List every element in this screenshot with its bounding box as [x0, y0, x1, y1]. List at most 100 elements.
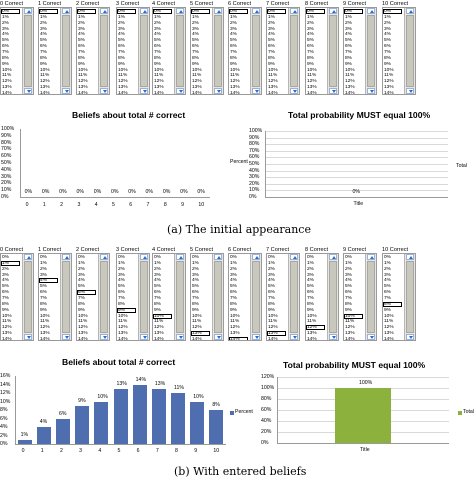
listbox-option-selected[interactable]: 0% [191, 9, 211, 15]
listbox-option[interactable]: 11% [78, 73, 88, 79]
listbox-option[interactable]: 7% [154, 50, 161, 56]
listbox-option[interactable]: 5% [192, 38, 199, 44]
listbox-option[interactable]: 10% [2, 313, 12, 319]
listbox-option[interactable]: 11% [384, 73, 394, 79]
listbox-scrollbar[interactable] [98, 8, 109, 94]
listbox-option[interactable]: 13% [307, 331, 317, 337]
listbox-option[interactable]: 11% [268, 319, 278, 325]
listbox-option[interactable]: 14% [307, 337, 317, 341]
listbox-option[interactable]: 6% [40, 44, 47, 50]
listbox-option[interactable]: 8% [2, 55, 9, 61]
listbox-option[interactable]: 11% [307, 319, 317, 325]
listbox-option[interactable]: 12% [268, 79, 278, 85]
scroll-thumb[interactable] [24, 261, 32, 333]
listbox-option[interactable]: 5% [118, 284, 125, 290]
listbox-option[interactable]: 7% [118, 50, 125, 56]
listbox-option[interactable]: 4% [40, 32, 47, 38]
listbox-option[interactable]: 9% [118, 61, 125, 67]
listbox-option[interactable]: 1% [307, 14, 314, 20]
listbox-scrollbar[interactable] [288, 8, 299, 94]
listbox-option-selected[interactable]: 0% [306, 9, 326, 15]
listbox-option[interactable]: 9% [384, 307, 391, 313]
scroll-down-arrow-icon[interactable] [406, 88, 414, 94]
listbox-option[interactable]: 6% [192, 290, 199, 296]
listbox-option[interactable]: 9% [40, 307, 47, 313]
listbox-option[interactable]: 9% [384, 61, 391, 67]
listbox-option[interactable]: 0% [307, 255, 314, 260]
listbox-option[interactable]: 12% [384, 325, 394, 331]
listbox-option[interactable]: 10% [307, 313, 317, 319]
scroll-down-arrow-icon[interactable] [100, 88, 108, 94]
listbox-option[interactable]: 0% [78, 255, 85, 260]
listbox-option[interactable]: 2% [230, 20, 237, 26]
listbox-option[interactable]: 5% [384, 284, 391, 290]
scroll-thumb[interactable] [140, 15, 148, 87]
listbox-option[interactable]: 3% [154, 272, 161, 278]
listbox-option[interactable]: 8% [78, 301, 85, 307]
listbox-option[interactable]: 3% [268, 26, 275, 32]
listbox-option[interactable]: 11% [154, 319, 164, 325]
listbox-scrollbar[interactable] [138, 254, 149, 340]
listbox-option[interactable]: 2% [345, 266, 352, 272]
listbox-option[interactable]: 7% [230, 50, 237, 56]
listbox-option[interactable]: 3% [384, 272, 391, 278]
listbox-option[interactable]: 1% [192, 260, 199, 266]
listbox-scrollbar[interactable] [327, 254, 338, 340]
listbox-option[interactable]: 6% [118, 290, 125, 296]
listbox-option-selected[interactable]: 0% [267, 9, 287, 15]
scroll-thumb[interactable] [176, 261, 184, 333]
scroll-thumb[interactable] [290, 261, 298, 333]
listbox-option[interactable]: 6% [268, 290, 275, 296]
listbox-option-selected[interactable]: 0% [344, 9, 364, 15]
listbox-option[interactable]: 7% [40, 296, 47, 302]
listbox-option[interactable]: 6% [192, 44, 199, 50]
listbox-option[interactable]: 0% [40, 255, 47, 260]
listbox-option[interactable]: 8% [268, 55, 275, 61]
listbox-option[interactable]: 10% [40, 67, 50, 73]
scroll-up-arrow-icon[interactable] [176, 8, 184, 14]
listbox-option[interactable]: 7% [192, 296, 199, 302]
listbox-option[interactable]: 13% [384, 331, 394, 337]
listbox-option[interactable]: 9% [268, 307, 275, 313]
listbox-option[interactable]: 3% [345, 272, 352, 278]
listbox-option[interactable]: 6% [268, 44, 275, 50]
listbox-option[interactable]: 13% [345, 85, 355, 91]
listbox-option-selected[interactable]: 8% [383, 301, 403, 308]
listbox-option[interactable]: 4% [78, 278, 85, 284]
listbox-option-selected[interactable]: 14% [229, 337, 249, 340]
listbox-option[interactable]: 3% [118, 272, 125, 278]
scroll-up-arrow-icon[interactable] [214, 8, 222, 14]
listbox-option[interactable]: 11% [307, 73, 317, 79]
listbox-option-selected[interactable]: 1% [1, 260, 21, 267]
listbox-option[interactable]: 5% [345, 284, 352, 290]
listbox-option[interactable]: 2% [268, 266, 275, 272]
listbox-option[interactable]: 4% [192, 278, 199, 284]
listbox-option[interactable]: 11% [40, 73, 50, 79]
listbox-option[interactable]: 1% [268, 260, 275, 266]
listbox-scrollbar[interactable] [98, 254, 109, 340]
listbox-option[interactable]: 10% [118, 313, 128, 319]
listbox-option[interactable]: 11% [384, 319, 394, 325]
listbox-option[interactable]: 14% [2, 91, 12, 95]
listbox-option[interactable]: 9% [78, 307, 85, 313]
listbox-option[interactable]: 3% [78, 26, 85, 32]
listbox-option[interactable]: 4% [154, 32, 161, 38]
listbox-option[interactable]: 1% [154, 260, 161, 266]
listbox-option[interactable]: 2% [78, 20, 85, 26]
listbox-option[interactable]: 10% [154, 67, 164, 73]
listbox-option[interactable]: 0% [2, 255, 9, 260]
scroll-down-arrow-icon[interactable] [62, 334, 70, 340]
listbox-option[interactable]: 7% [307, 50, 314, 56]
listbox-scrollbar[interactable] [60, 8, 71, 94]
listbox-scrollbar[interactable] [365, 254, 376, 340]
listbox-option[interactable]: 5% [154, 284, 161, 290]
listbox-option[interactable]: 3% [2, 272, 9, 278]
listbox-option[interactable]: 10% [192, 67, 202, 73]
listbox-scrollbar[interactable] [22, 8, 33, 94]
listbox-option[interactable]: 4% [384, 32, 391, 38]
listbox-option[interactable]: 14% [2, 337, 12, 341]
listbox-option[interactable]: 13% [2, 85, 12, 91]
listbox-option[interactable]: 13% [307, 85, 317, 91]
listbox-scrollbar[interactable] [22, 254, 33, 340]
scroll-thumb[interactable] [24, 15, 32, 87]
